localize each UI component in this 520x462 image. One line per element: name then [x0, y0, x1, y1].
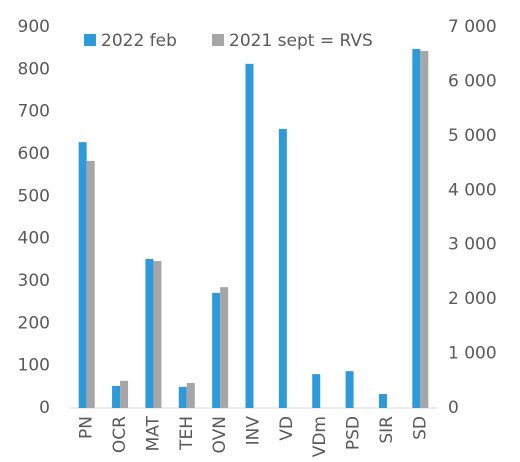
legend-swatch [84, 34, 96, 46]
y-tick-label: 700 [18, 102, 50, 122]
y2-tick-label: 6 000 [448, 71, 497, 91]
x-tick-label: MAT [143, 415, 163, 451]
legend-swatch [212, 34, 224, 46]
bar [220, 287, 229, 408]
bar [312, 374, 321, 408]
y-tick-label: 200 [18, 313, 50, 333]
y2-tick-label: 0 [448, 398, 459, 418]
x-tick-label: VD [277, 416, 297, 441]
x-tick-label: SIR [377, 416, 397, 444]
bar [86, 160, 95, 408]
legend-label: 2021 sept = RVS [229, 31, 373, 51]
y-tick-label: 0 [39, 398, 50, 418]
y-tick-label: 600 [18, 144, 50, 164]
y-tick-label: 100 [18, 356, 50, 376]
y2-tick-label: 4 000 [448, 180, 497, 200]
y2-tick-label: 5 000 [448, 126, 497, 146]
y2-tick-label: 2 000 [448, 289, 497, 309]
y-tick-label: 500 [18, 186, 50, 206]
x-tick-label: PSD [344, 416, 364, 450]
x-tick-label: TEH [177, 416, 197, 451]
y-tick-label: 800 [18, 59, 50, 79]
x-tick-label: INV [244, 416, 264, 446]
bar [278, 129, 287, 409]
x-tick-label: SD [410, 416, 430, 440]
y2-tick-label: 7 000 [448, 17, 497, 37]
y2-tick-label: 3 000 [448, 235, 497, 255]
bar [212, 292, 221, 408]
bar [420, 50, 429, 408]
bar [245, 63, 254, 409]
bar [120, 380, 129, 408]
bar [78, 142, 87, 408]
legend-label: 2022 feb [101, 31, 177, 51]
bar [412, 49, 421, 408]
x-tick-label: PN [77, 416, 97, 439]
bar [145, 258, 154, 408]
bar [178, 386, 187, 408]
y-tick-label: 400 [18, 229, 50, 249]
bar [112, 385, 121, 408]
x-tick-label: VDm [310, 416, 330, 457]
y-tick-label: 300 [18, 271, 50, 291]
bar [186, 382, 195, 408]
bar [153, 261, 162, 408]
y2-tick-label: 1 000 [448, 344, 497, 364]
bar [345, 371, 354, 408]
bar [378, 394, 387, 408]
x-tick-label: OCR [110, 416, 130, 453]
y-tick-label: 900 [18, 17, 50, 37]
x-tick-label: OVN [210, 416, 230, 453]
